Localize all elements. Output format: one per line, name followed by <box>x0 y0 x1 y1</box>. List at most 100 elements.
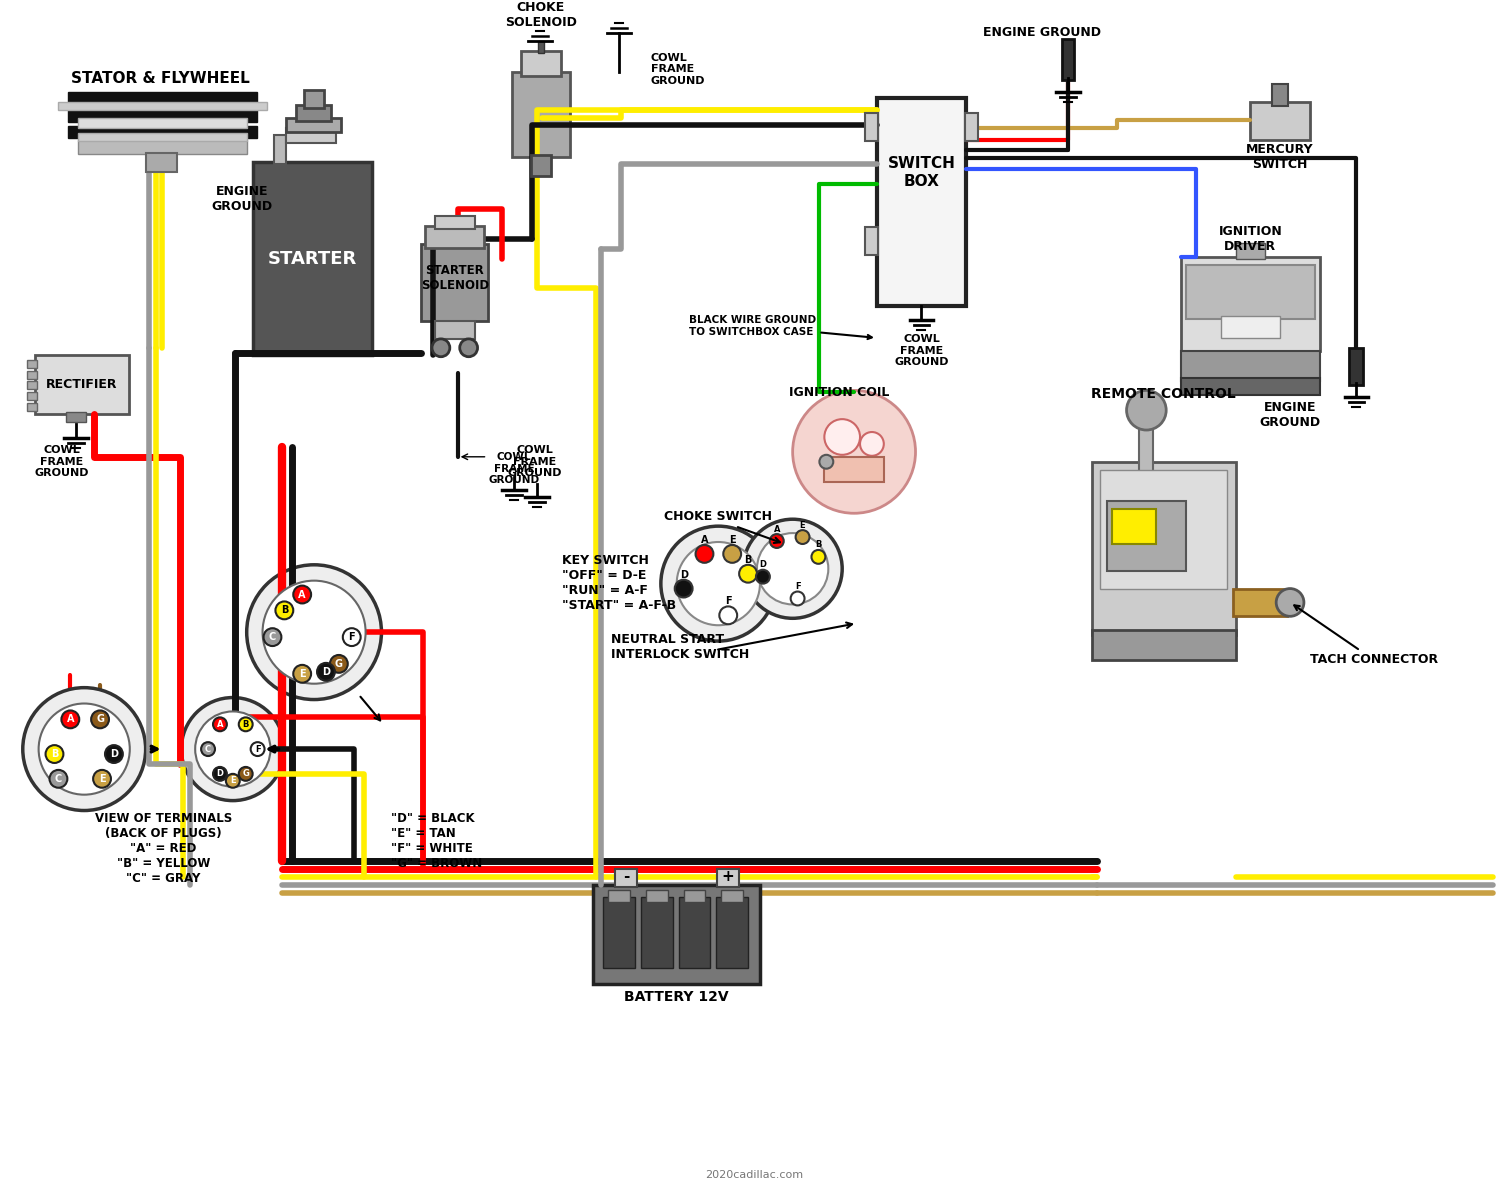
Text: B: B <box>243 719 249 729</box>
Circle shape <box>819 455 833 469</box>
Bar <box>27 360 36 368</box>
Bar <box>305 91 324 108</box>
Text: G: G <box>243 769 249 779</box>
Bar <box>877 98 966 306</box>
Bar <box>641 897 673 968</box>
Bar <box>1100 469 1227 588</box>
Text: C: C <box>205 744 211 754</box>
Text: A: A <box>299 590 306 599</box>
Circle shape <box>23 687 146 811</box>
Circle shape <box>263 581 365 684</box>
Bar <box>1251 102 1310 139</box>
Circle shape <box>293 665 311 682</box>
Text: D: D <box>679 569 688 580</box>
Text: CHOKE SWITCH: CHOKE SWITCH <box>664 510 773 523</box>
Bar <box>616 869 637 887</box>
Bar <box>1093 630 1236 660</box>
Text: C: C <box>269 632 276 642</box>
Text: COWL
FRAME
GROUND: COWL FRAME GROUND <box>509 445 563 479</box>
Text: A: A <box>66 715 74 724</box>
Text: STARTER
SOLENOID: STARTER SOLENOID <box>421 264 489 293</box>
Text: IGNITION
DRIVER: IGNITION DRIVER <box>1219 225 1283 252</box>
Circle shape <box>226 774 240 787</box>
Bar <box>1182 256 1320 351</box>
Text: -: - <box>623 869 629 885</box>
Bar <box>1112 510 1156 544</box>
Circle shape <box>742 519 842 618</box>
Circle shape <box>50 769 68 787</box>
Bar <box>1272 85 1289 106</box>
Text: COWL
FRAME
GROUND: COWL FRAME GROUND <box>650 52 706 86</box>
Circle shape <box>317 663 335 681</box>
Circle shape <box>250 742 264 756</box>
Text: CHOKE
SOLENOID: CHOKE SOLENOID <box>506 1 576 29</box>
Text: B: B <box>51 749 59 759</box>
Bar <box>296 105 330 121</box>
Bar <box>1062 38 1074 80</box>
Bar <box>1233 588 1287 616</box>
Circle shape <box>1277 588 1304 616</box>
Bar <box>146 152 178 173</box>
Circle shape <box>195 711 270 787</box>
Bar <box>684 890 705 902</box>
Circle shape <box>238 767 252 781</box>
Text: E: E <box>800 520 806 530</box>
Circle shape <box>238 717 252 731</box>
Bar <box>608 890 631 902</box>
Bar <box>1139 417 1153 472</box>
Circle shape <box>720 606 738 624</box>
Bar <box>59 102 267 110</box>
Bar <box>78 132 246 141</box>
Bar <box>435 216 475 229</box>
Bar <box>66 412 86 422</box>
Text: B: B <box>281 605 288 616</box>
Bar <box>604 897 635 968</box>
Circle shape <box>39 704 130 794</box>
Bar <box>1236 243 1265 258</box>
Bar <box>435 322 475 339</box>
Text: C: C <box>54 774 62 784</box>
Text: "D" = BLACK
"E" = TAN
"F" = WHITE
"G" = BROWN: "D" = BLACK "E" = TAN "F" = WHITE "G" = … <box>391 811 483 869</box>
Bar <box>68 108 257 121</box>
Circle shape <box>723 545 741 563</box>
Bar <box>824 457 884 481</box>
Circle shape <box>770 534 783 548</box>
Circle shape <box>213 767 226 781</box>
Text: D: D <box>110 749 118 759</box>
Circle shape <box>201 742 214 756</box>
Bar <box>1186 264 1314 319</box>
Circle shape <box>181 698 284 800</box>
Circle shape <box>246 565 382 699</box>
Bar <box>421 244 489 322</box>
Text: NEUTRAL START
INTERLOCK SWITCH: NEUTRAL START INTERLOCK SWITCH <box>611 634 750 661</box>
Text: COWL
FRAME
GROUND: COWL FRAME GROUND <box>895 335 949 367</box>
Bar <box>1349 348 1363 386</box>
Text: +: + <box>721 869 735 885</box>
Circle shape <box>696 545 714 563</box>
Bar <box>593 885 761 984</box>
Bar <box>646 890 668 902</box>
Bar <box>531 155 551 176</box>
Bar <box>68 92 257 104</box>
Bar <box>78 118 246 127</box>
Text: STATOR & FLYWHEEL: STATOR & FLYWHEEL <box>71 70 250 86</box>
Text: F: F <box>724 597 732 606</box>
Circle shape <box>739 565 758 582</box>
Circle shape <box>1127 391 1166 430</box>
Circle shape <box>860 432 884 456</box>
Text: KEY SWITCH
"OFF" = D-E
"RUN" = A-F
"START" = A-F-B: KEY SWITCH "OFF" = D-E "RUN" = A-F "STAR… <box>561 554 676 612</box>
Text: COWL
FRAME
GROUND: COWL FRAME GROUND <box>489 453 540 485</box>
Circle shape <box>276 601 293 619</box>
Text: A: A <box>774 524 780 534</box>
Text: BATTERY 12V: BATTERY 12V <box>625 990 729 1004</box>
Circle shape <box>795 530 809 544</box>
Bar <box>35 355 128 414</box>
Circle shape <box>330 655 347 673</box>
Bar <box>287 127 337 143</box>
Circle shape <box>213 717 226 731</box>
Circle shape <box>264 628 281 646</box>
Text: E: E <box>729 535 735 545</box>
Circle shape <box>792 391 916 513</box>
Circle shape <box>343 628 361 646</box>
Circle shape <box>293 586 311 604</box>
